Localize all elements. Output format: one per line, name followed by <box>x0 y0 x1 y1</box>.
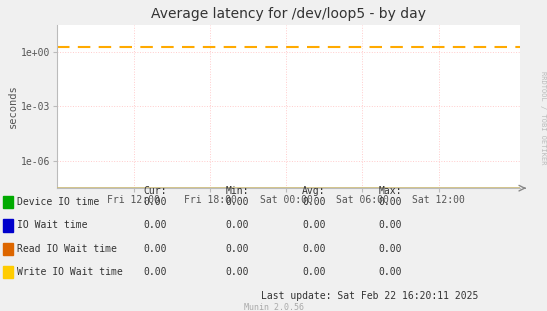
Text: 0.00: 0.00 <box>225 244 249 254</box>
Text: Avg:: Avg: <box>302 186 325 196</box>
Text: Last update: Sat Feb 22 16:20:11 2025: Last update: Sat Feb 22 16:20:11 2025 <box>261 291 479 301</box>
Text: 0.00: 0.00 <box>302 267 325 277</box>
Text: 0.00: 0.00 <box>302 220 325 230</box>
Text: Munin 2.0.56: Munin 2.0.56 <box>243 303 304 311</box>
Text: 0.00: 0.00 <box>379 267 402 277</box>
Text: 0.00: 0.00 <box>302 244 325 254</box>
Text: 0.00: 0.00 <box>225 197 249 207</box>
Title: Average latency for /dev/loop5 - by day: Average latency for /dev/loop5 - by day <box>151 7 426 21</box>
Text: 0.00: 0.00 <box>143 220 167 230</box>
Text: 0.00: 0.00 <box>302 197 325 207</box>
Text: 0.00: 0.00 <box>225 267 249 277</box>
Text: Read IO Wait time: Read IO Wait time <box>17 244 117 254</box>
Text: Min:: Min: <box>225 186 249 196</box>
Text: 0.00: 0.00 <box>143 197 167 207</box>
Text: 0.00: 0.00 <box>225 220 249 230</box>
Text: Device IO time: Device IO time <box>17 197 99 207</box>
Y-axis label: seconds: seconds <box>8 85 19 128</box>
Text: Write IO Wait time: Write IO Wait time <box>17 267 123 277</box>
Text: RRDTOOL / TOBI OETIKER: RRDTOOL / TOBI OETIKER <box>540 72 546 165</box>
Text: 0.00: 0.00 <box>379 197 402 207</box>
Text: 0.00: 0.00 <box>379 244 402 254</box>
Text: 0.00: 0.00 <box>379 220 402 230</box>
Text: 0.00: 0.00 <box>143 244 167 254</box>
Text: Cur:: Cur: <box>143 186 167 196</box>
Text: IO Wait time: IO Wait time <box>17 220 88 230</box>
Text: 0.00: 0.00 <box>143 267 167 277</box>
Text: Max:: Max: <box>379 186 402 196</box>
